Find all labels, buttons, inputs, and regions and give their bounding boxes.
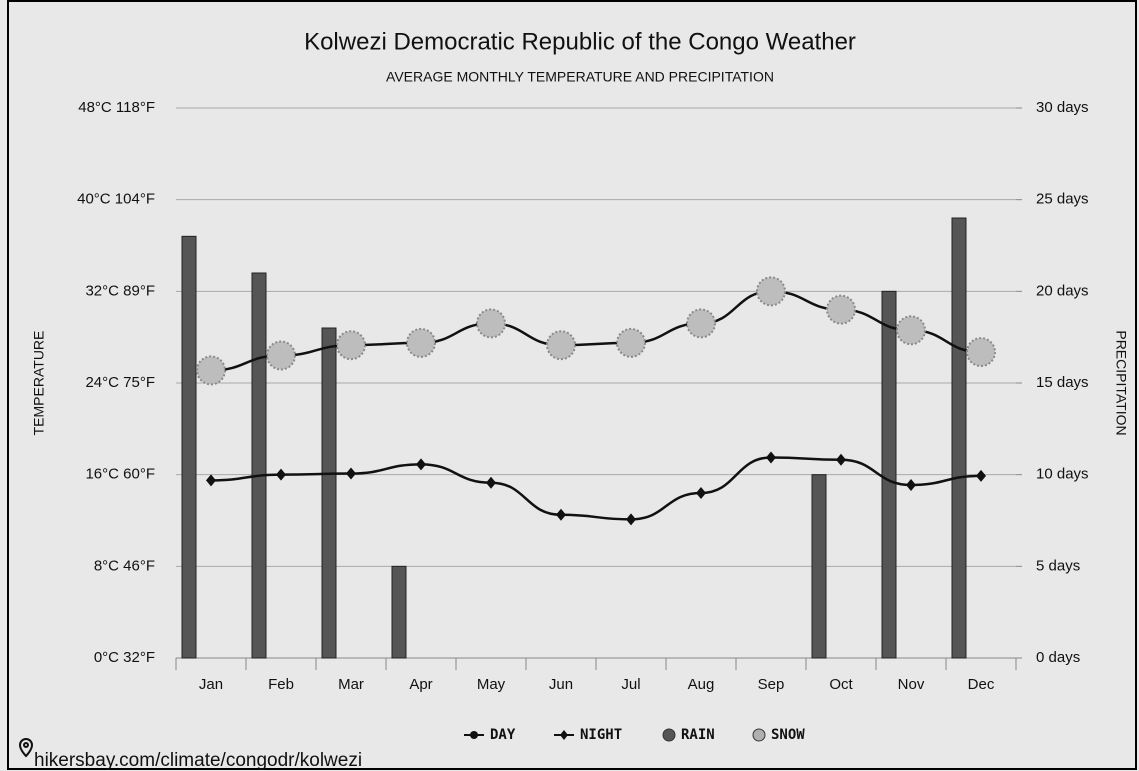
y2-tick-label: 20 days — [1036, 282, 1089, 299]
x-tick-label: Jul — [621, 676, 640, 693]
y-tick-label: 0°C 32°F — [94, 649, 155, 666]
pin-icon — [18, 738, 34, 758]
bar — [951, 217, 967, 659]
legend-swatch — [662, 728, 676, 742]
legend-label: NIGHT — [580, 727, 622, 743]
bar — [251, 272, 267, 659]
marker — [696, 487, 706, 499]
marker — [836, 453, 846, 466]
x-tick-label: Mar — [338, 676, 364, 693]
legend-label: SNOW — [771, 727, 805, 743]
x-tick-label: Nov — [898, 676, 925, 693]
legend-swatch — [470, 731, 478, 739]
x-tick-label: Jan — [199, 676, 223, 693]
legend-swatch — [752, 728, 766, 742]
y2-tick-label: 5 days — [1036, 557, 1080, 574]
y-tick-label: 48°C 118°F — [78, 99, 155, 116]
x-tick-label: Oct — [829, 676, 853, 693]
y-tick-label: 8°C 46°F — [94, 557, 155, 574]
marker — [546, 330, 576, 361]
y2-tick-label: 15 days — [1036, 374, 1089, 391]
marker — [626, 513, 636, 526]
bar — [391, 565, 407, 659]
marker — [276, 468, 286, 481]
x-tick-label: Sep — [758, 676, 785, 693]
marker — [906, 478, 916, 491]
marker — [346, 467, 356, 480]
marker — [206, 474, 216, 487]
marker — [196, 355, 226, 386]
marker — [766, 451, 776, 464]
frame — [7, 0, 1137, 770]
marker — [336, 330, 366, 361]
x-tick-label: Feb — [268, 676, 294, 693]
marker — [686, 308, 716, 339]
marker — [406, 327, 436, 358]
marker — [616, 327, 646, 358]
marker — [896, 315, 926, 346]
legend-swatch — [560, 730, 568, 740]
marker — [416, 458, 426, 471]
chart-title: Kolwezi Democratic Republic of the Congo… — [304, 28, 856, 55]
y-tick-label: 24°C 75°F — [85, 374, 155, 391]
bar — [881, 290, 897, 659]
marker — [966, 337, 996, 368]
bar — [811, 474, 827, 659]
y2-tick-label: 0 days — [1036, 649, 1080, 666]
marker — [976, 469, 986, 482]
y-tick-label: 40°C 104°F — [77, 191, 155, 208]
source-link[interactable]: hikersbay.com/climate/congodr/kolwezi — [34, 750, 362, 771]
y2-tick-label: 30 days — [1036, 99, 1089, 116]
marker — [486, 476, 496, 489]
y-tick-label: 16°C 60°F — [85, 466, 155, 483]
marker — [826, 294, 856, 325]
legend-label: DAY — [490, 727, 516, 743]
marker — [476, 308, 506, 339]
x-tick-label: Dec — [968, 676, 995, 693]
marker — [266, 340, 296, 371]
y-axis-title: TEMPERATURE — [31, 331, 47, 436]
x-tick-label: Apr — [409, 676, 432, 693]
y2-tick-label: 25 days — [1036, 191, 1089, 208]
y2-tick-label: 10 days — [1036, 466, 1089, 483]
x-tick-label: Aug — [688, 676, 715, 693]
x-tick-label: Jun — [549, 676, 573, 693]
y-tick-label: 32°C 89°F — [85, 282, 155, 299]
bar — [321, 327, 337, 659]
x-tick-label: May — [477, 676, 506, 693]
y2-axis-title: PRECIPITATION — [1113, 330, 1129, 435]
marker — [556, 508, 566, 521]
marker — [756, 276, 786, 307]
bar — [181, 235, 197, 659]
legend-label: RAIN — [681, 727, 715, 743]
chart-subtitle: AVERAGE MONTHLY TEMPERATURE AND PRECIPIT… — [386, 69, 774, 85]
